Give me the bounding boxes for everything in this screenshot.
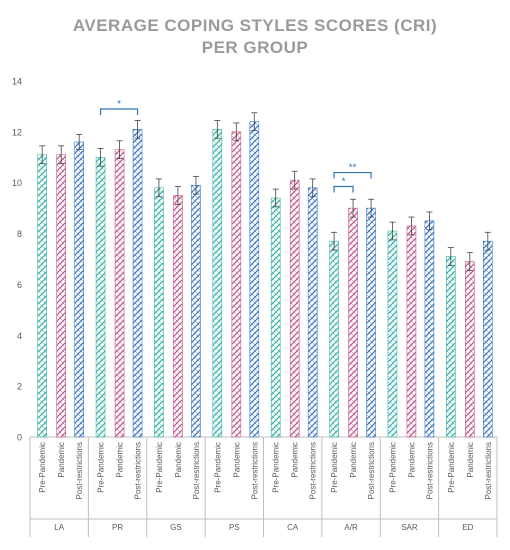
bar — [424, 220, 435, 438]
x-subcategory-label: Pre-Pandemic — [38, 442, 47, 493]
x-subcategory-label: Pre-Pandemic — [272, 442, 281, 493]
x-subcategory-label: Post-restrictions — [134, 442, 143, 499]
bar — [95, 156, 106, 438]
bar — [483, 240, 493, 438]
x-category-label: ED — [462, 523, 473, 532]
bar — [387, 230, 398, 438]
x-subcategory-label: Post-restrictions — [367, 442, 376, 499]
x-category-label: PR — [112, 523, 123, 532]
bar — [307, 187, 318, 438]
x-subcategory-label: Pre-Pandemic — [155, 442, 164, 493]
x-subcategory-label: Pre-Pandemic — [447, 442, 456, 493]
x-subcategory-label: Post-restrictions — [250, 442, 259, 499]
y-tick-label: 4 — [17, 331, 22, 341]
x-subcategory-label: Pandemic — [466, 442, 475, 478]
bar — [231, 131, 242, 438]
bar — [191, 184, 201, 438]
x-subcategory-label: Pandemic — [407, 442, 416, 478]
bar — [289, 179, 300, 438]
bar — [212, 129, 223, 438]
bar — [329, 240, 339, 438]
x-subcategory-label: Pre-Pandemic — [213, 442, 222, 493]
x-subcategory-label: Post-restrictions — [309, 442, 318, 499]
y-tick-label: 14 — [12, 77, 22, 87]
x-subcategory-label: Post-restrictions — [484, 442, 493, 499]
significance-bracket — [333, 171, 372, 179]
bar — [56, 154, 66, 438]
bar — [348, 207, 358, 438]
bar — [114, 149, 125, 438]
bar — [132, 129, 143, 438]
bar — [366, 207, 376, 438]
significance-bracket — [99, 108, 139, 115]
x-subcategory-label: Pandemic — [232, 442, 241, 478]
bar — [406, 225, 417, 438]
x-category-label: SAR — [401, 523, 418, 532]
x-category-label: CA — [287, 523, 299, 532]
x-subcategory-label: Pandemic — [291, 442, 300, 478]
bar — [37, 154, 47, 438]
significance-label: * — [117, 99, 121, 110]
y-tick-label: 0 — [17, 433, 22, 443]
bar — [465, 261, 475, 438]
bar — [249, 121, 260, 438]
x-subcategory-label: Post-restrictions — [425, 442, 434, 499]
x-subcategory-label: Pre-Pandemic — [330, 442, 339, 493]
bar — [446, 256, 456, 438]
bar — [173, 195, 183, 438]
x-subcategory-label: Pandemic — [349, 442, 358, 478]
chart-title-line-1: AVERAGE COPING STYLES SCORES (CRI) — [72, 16, 438, 35]
x-category-label: LA — [54, 523, 64, 532]
y-tick-label: 12 — [12, 127, 22, 137]
x-subcategory-label: Pandemic — [116, 442, 125, 478]
x-subcategory-label: Pandemic — [57, 442, 66, 478]
bar — [154, 187, 164, 438]
y-tick-label: 8 — [17, 229, 22, 239]
y-tick-label: 6 — [17, 280, 22, 290]
x-subcategory-label: Pandemic — [174, 442, 183, 478]
x-subcategory-label: Pre-Pandemic — [388, 442, 397, 493]
x-subcategory-label: Pre-Pandemic — [97, 442, 106, 493]
y-tick-label: 2 — [17, 382, 22, 392]
significance-bracket — [333, 185, 354, 193]
significance-label: ** — [349, 163, 357, 174]
bar — [270, 197, 281, 438]
bar — [74, 141, 84, 438]
y-tick-label: 10 — [12, 178, 22, 188]
x-category-label: GS — [170, 523, 182, 532]
x-category-label: PS — [229, 523, 240, 532]
x-subcategory-label: Post-restrictions — [75, 442, 84, 499]
x-category-label: A/R — [344, 523, 358, 532]
chart-title-line-2: PER GROUP — [201, 38, 309, 57]
significance-label: * — [342, 177, 346, 188]
x-subcategory-label: Post-restrictions — [192, 442, 201, 499]
